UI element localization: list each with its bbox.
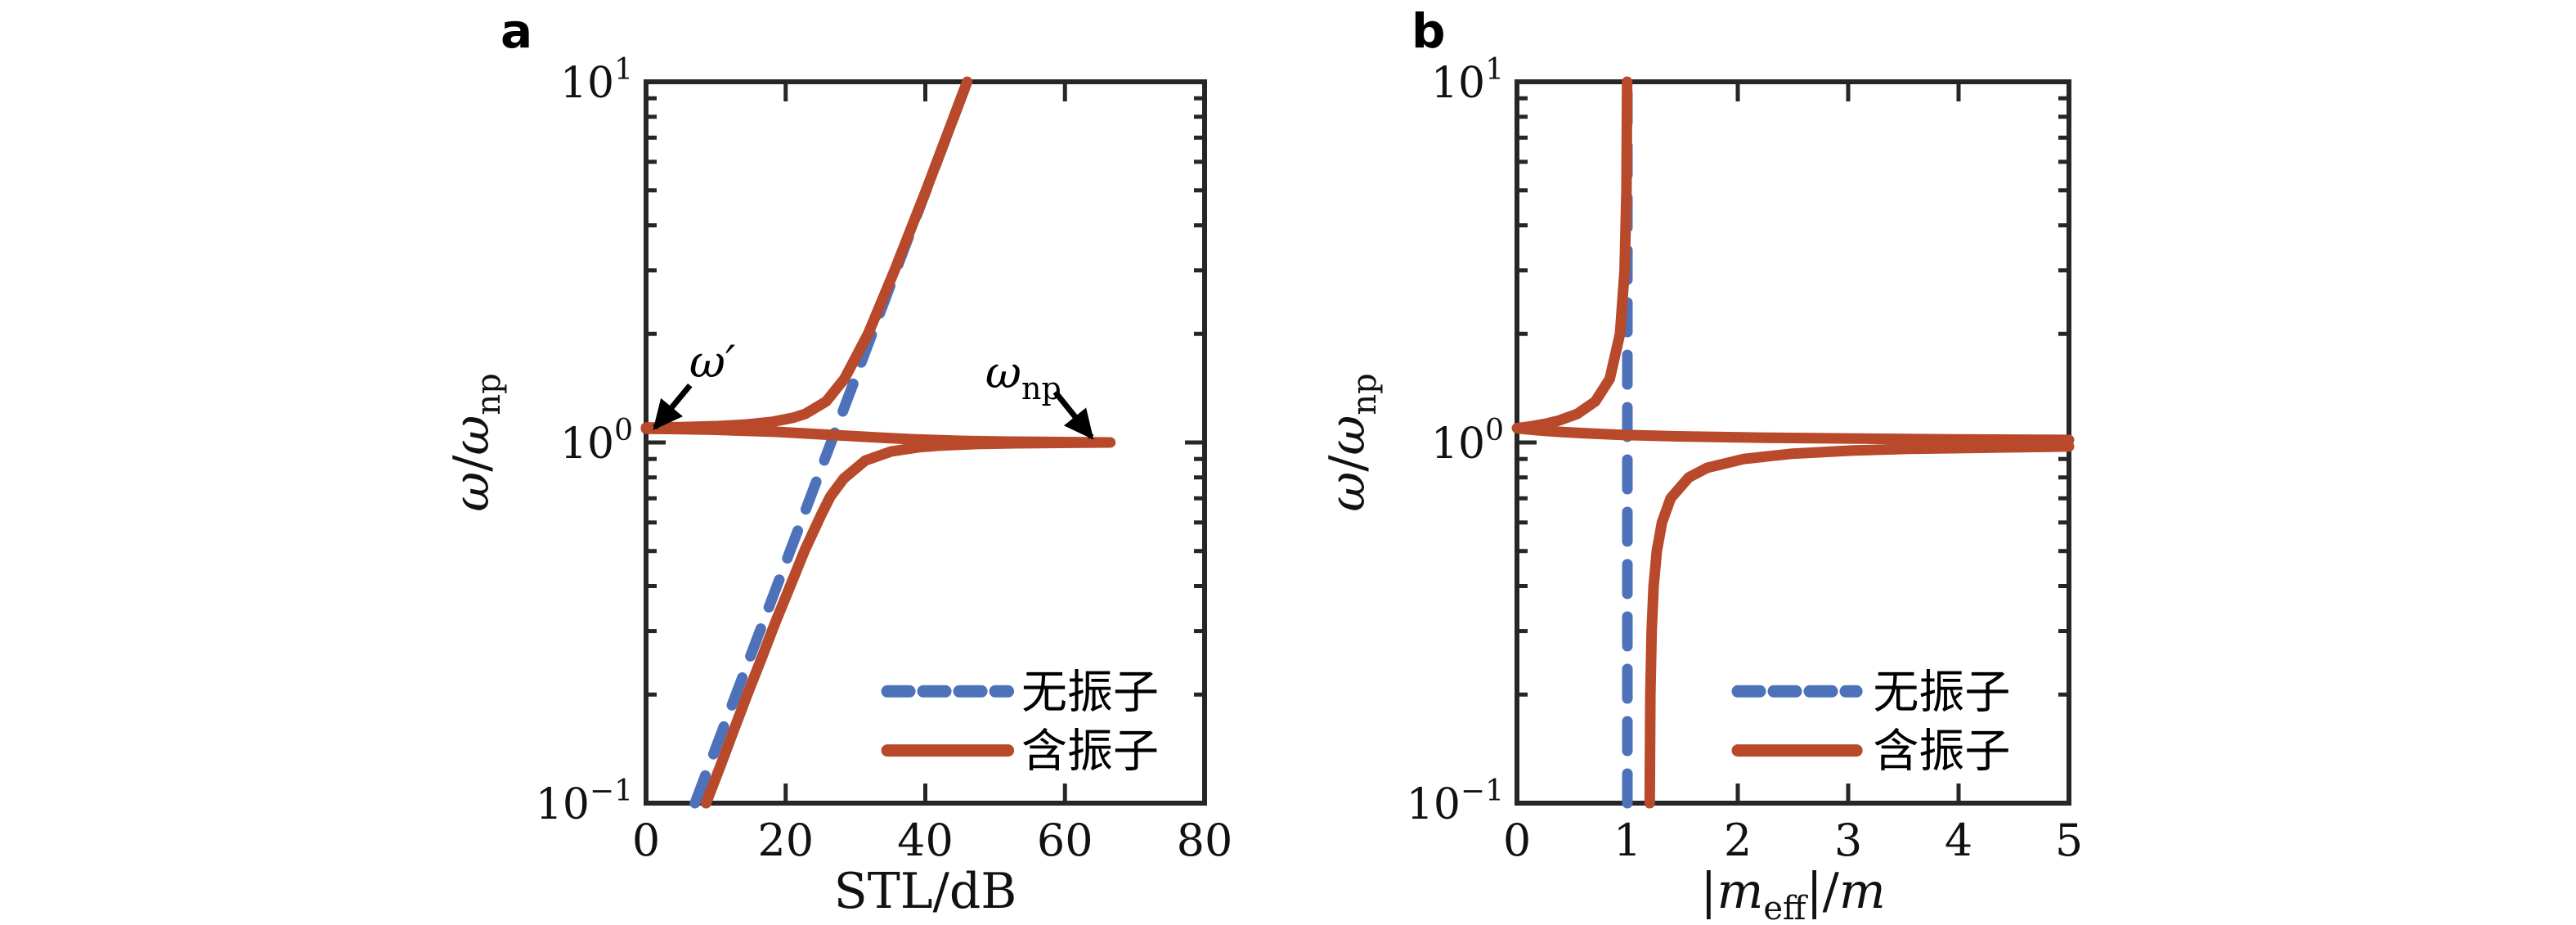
x-axis-label-a: STL/dB	[834, 863, 1017, 920]
x-axis-label-b: |meff|/m	[1700, 863, 1886, 925]
x-tick-label: 4	[1945, 815, 1972, 866]
y-tick-label: 100	[560, 414, 633, 469]
panel-b-letter: b	[1411, 3, 1446, 59]
series-with_oscillator-b	[1511, 76, 2075, 809]
x-tick-label: 80	[1177, 815, 1233, 866]
panel-a-letter: a	[500, 3, 533, 59]
y-tick-label: 100	[1431, 414, 1504, 469]
x-tick-label: 0	[1503, 815, 1531, 866]
y-tick-label: 101	[1431, 53, 1504, 108]
annotation-arrow-1	[1052, 390, 1094, 440]
legend-label-with_oscillator: 含振子	[1873, 725, 2010, 779]
x-tick-label: 20	[757, 815, 814, 866]
x-tick-label: 40	[897, 815, 954, 866]
x-tick-label: 60	[1037, 815, 1093, 866]
x-tick-label: 3	[1834, 815, 1862, 866]
plot-frame-a	[644, 79, 1207, 806]
y-axis-label-a: ω/ωnp	[443, 373, 508, 511]
legend-label-no_oscillator: 无振子	[1021, 666, 1159, 719]
legend-label-no_oscillator: 无振子	[1873, 666, 2010, 719]
x-tick-label: 5	[2055, 815, 2083, 866]
annotation-label-1: ωnp	[985, 347, 1061, 406]
x-tick-label: 0	[632, 815, 660, 866]
annotation-arrow-0	[653, 383, 693, 430]
legend-label-with_oscillator: 含振子	[1021, 725, 1159, 779]
y-axis-label-b: ω/ωnp	[1319, 373, 1384, 511]
x-tick-label: 2	[1724, 815, 1752, 866]
y-tick-label: 101	[560, 53, 633, 108]
y-tick-label: 10−1	[1407, 775, 1504, 829]
annotation-label-0: ω′	[689, 336, 735, 388]
x-tick-label: 1	[1613, 815, 1641, 866]
y-tick-label: 10−1	[536, 775, 633, 829]
series-with_oscillator-a	[640, 76, 1116, 809]
